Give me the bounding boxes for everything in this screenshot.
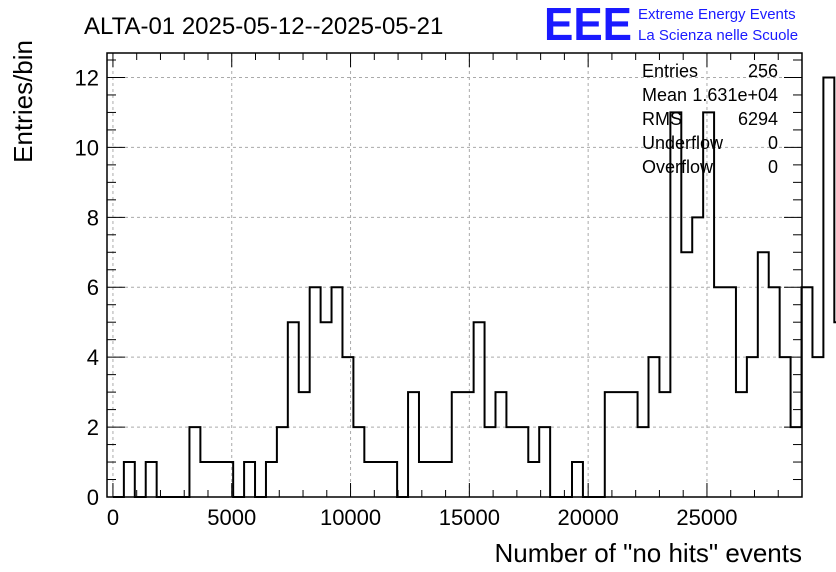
histogram-bin — [714, 287, 725, 497]
histogram-bin — [124, 462, 135, 497]
y-tick-label: 12 — [75, 65, 99, 90]
logo-line-1: Extreme Energy Events — [638, 6, 796, 23]
histogram-bin — [539, 427, 550, 497]
histogram-bin — [572, 462, 583, 497]
stats-label: Entries — [642, 61, 698, 81]
histogram-bin — [463, 392, 474, 497]
histogram-bin — [200, 462, 211, 497]
x-tick-label: 5000 — [207, 505, 256, 530]
histogram-bin — [408, 392, 419, 497]
histogram-bin — [812, 357, 823, 497]
stats-label: RMS — [642, 109, 682, 129]
stats-value: 0 — [768, 157, 778, 177]
grid-lines — [107, 53, 802, 497]
histogram-bin — [452, 392, 463, 497]
stats-value: 0 — [768, 133, 778, 153]
histogram-bin — [681, 252, 692, 497]
y-tick-label: 8 — [87, 205, 99, 230]
histogram-bin — [332, 287, 343, 497]
stats-value: 256 — [748, 61, 778, 81]
histogram-bin — [299, 392, 310, 497]
histogram-bin — [528, 462, 539, 497]
x-tick-label: 0 — [107, 505, 119, 530]
x-tick-label: 10000 — [320, 505, 381, 530]
histogram-bin — [266, 462, 277, 497]
histogram-bin — [353, 427, 364, 497]
stats-label: Underflow — [642, 133, 724, 153]
y-tick-label: 10 — [75, 135, 99, 160]
histogram-bin — [769, 287, 780, 497]
histogram-bin — [495, 392, 506, 497]
histogram-bin — [485, 427, 496, 497]
histogram-bin — [277, 427, 288, 497]
histogram-bin — [321, 322, 332, 497]
x-tick-label: 20000 — [558, 505, 619, 530]
histogram-bin — [659, 392, 670, 497]
x-tick-label: 15000 — [439, 505, 500, 530]
logo-mark: EEE — [544, 0, 632, 50]
histogram-bin — [506, 427, 517, 497]
histogram-bin — [517, 427, 528, 497]
histogram-bin — [474, 322, 485, 497]
histogram-bin — [736, 392, 747, 497]
histogram-bin — [189, 427, 200, 497]
histogram-bin — [616, 392, 627, 497]
histogram-bin — [627, 392, 638, 497]
histogram-bin — [758, 252, 769, 497]
histogram-bin — [725, 287, 736, 497]
stats-value: 6294 — [738, 109, 778, 129]
histogram-bin — [146, 462, 157, 497]
histogram-bin — [375, 462, 386, 497]
histogram-bin — [823, 77, 834, 497]
histogram-bin — [244, 462, 255, 497]
histogram-bin — [605, 392, 616, 497]
histogram-outline — [112, 76, 836, 498]
histogram-bin — [386, 462, 397, 497]
chart-title: ALTA-01 2025-05-12--2025-05-21 — [84, 13, 443, 40]
stats-box: Entries 256 Mean 1.631e+04 RMS 6294 Underflow 0… — [642, 61, 778, 177]
histogram-bin — [288, 322, 299, 497]
plot-frame — [106, 52, 803, 498]
y-tick-label: 6 — [87, 275, 99, 300]
histogram-bin — [364, 462, 375, 497]
x-axis-ticks: 0 5000 10000 15000 20000 25000 — [107, 53, 803, 530]
x-axis-label: Number of "no hits" events — [495, 538, 803, 568]
histogram-bin — [802, 287, 813, 497]
histogram-bin — [310, 287, 321, 497]
stats-label: Overflow — [642, 157, 714, 177]
y-axis-ticks: 0 2 4 6 8 10 12 — [75, 59, 802, 510]
y-tick-label: 2 — [87, 415, 99, 440]
histogram-bin — [441, 462, 452, 497]
histogram-bin — [430, 462, 441, 497]
x-tick-label: 25000 — [676, 505, 737, 530]
stats-label: Mean — [642, 85, 687, 105]
plot-border — [106, 52, 803, 498]
y-axis-label: Entries/bin — [8, 40, 38, 163]
histogram-bin — [419, 462, 430, 497]
histogram-bin — [638, 427, 649, 497]
histogram-bars — [112, 76, 836, 498]
logo-line-2: La Scienza nelle Scuole — [638, 27, 798, 44]
y-tick-label: 0 — [87, 485, 99, 510]
eee-logo: EEE Extreme Energy Events La Scienza nel… — [544, 0, 798, 50]
stats-value: 1.631e+04 — [692, 85, 778, 105]
histogram-bin — [211, 462, 222, 497]
y-tick-label: 4 — [87, 345, 99, 370]
